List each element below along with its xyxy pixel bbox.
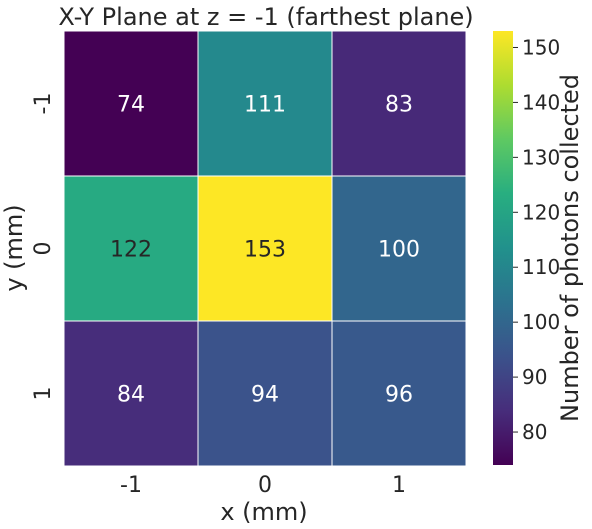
colorbar-ticks: 80 90 100 110 120 130 140 150 (513, 35, 560, 444)
x-axis-label: x (mm) (220, 498, 307, 526)
y-tick-label: 0 (31, 242, 56, 256)
cell-value-label: 153 (244, 238, 286, 263)
chart-title: X-Y Plane at z = -1 (farthest plane) (58, 3, 473, 31)
y-axis-label: y (mm) (0, 204, 28, 291)
x-tick-label: 0 (258, 473, 272, 498)
cell-value-label: 100 (378, 238, 420, 263)
colorbar-tick-label: 110 (522, 255, 560, 279)
cell-value-label: 94 (251, 383, 279, 408)
cell-value-label: 122 (110, 238, 152, 263)
cell-value-label: 84 (117, 383, 145, 408)
x-tick-label: -1 (120, 473, 142, 498)
colorbar-tick-label: 120 (522, 200, 560, 224)
cell-value-label: 74 (117, 93, 145, 118)
y-tick-labels: -1 0 1 (31, 93, 56, 401)
x-tick-labels: -1 0 1 (120, 473, 406, 498)
colorbar-tick-label: 130 (522, 145, 560, 169)
cell-value-label: 96 (385, 383, 413, 408)
cell-value-label: 111 (244, 93, 286, 118)
colorbar-tick-label: 90 (522, 365, 547, 389)
colorbar-tick-label: 140 (522, 90, 560, 114)
colorbar-tick-label: 80 (522, 420, 547, 444)
y-tick-label: 1 (31, 387, 56, 401)
colorbar-tick-label: 150 (522, 35, 560, 59)
colorbar-label: Number of photons collected (556, 74, 584, 422)
colorbar-tick-label: 100 (522, 310, 560, 334)
colorbar (493, 31, 513, 465)
y-tick-label: -1 (31, 93, 56, 115)
cell-value-label: 83 (385, 93, 413, 118)
x-tick-label: 1 (392, 473, 406, 498)
